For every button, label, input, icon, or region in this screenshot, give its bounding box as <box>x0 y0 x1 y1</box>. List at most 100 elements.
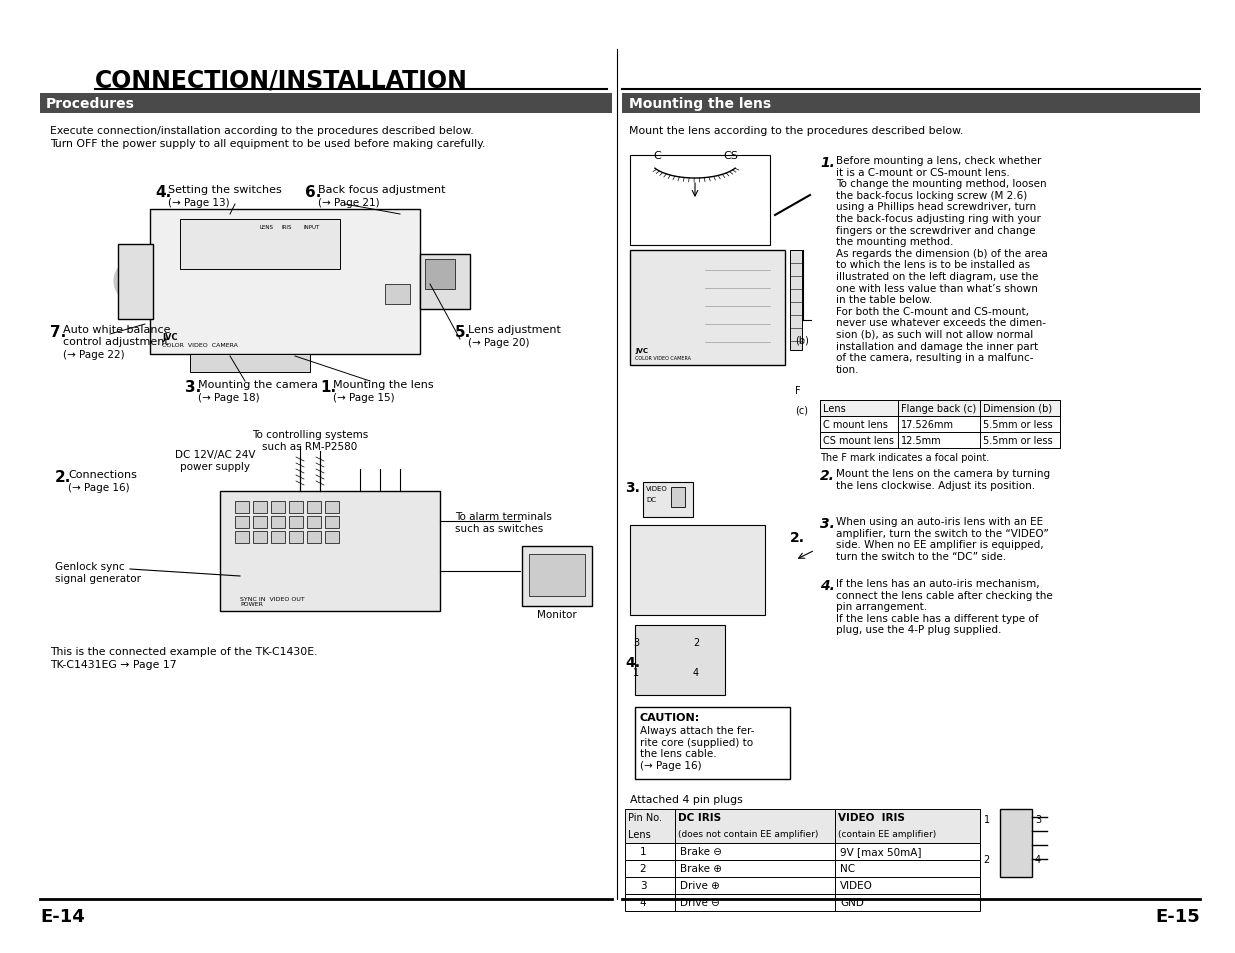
Bar <box>835 843 981 861</box>
Bar <box>253 532 267 543</box>
Bar <box>253 517 267 529</box>
Text: VIDEO: VIDEO <box>646 485 668 492</box>
Bar <box>385 285 410 305</box>
Bar <box>625 894 676 911</box>
Text: 2: 2 <box>640 863 646 873</box>
Text: 3.: 3. <box>820 517 835 531</box>
Bar <box>820 400 1060 416</box>
Text: 5.: 5. <box>454 325 472 339</box>
Bar <box>622 94 1200 113</box>
Text: NC: NC <box>840 863 855 873</box>
Text: (contain EE amplifier): (contain EE amplifier) <box>839 829 936 838</box>
Text: 2.: 2. <box>56 470 72 484</box>
Text: Turn OFF the power supply to all equipment to be used before making carefully.: Turn OFF the power supply to all equipme… <box>49 139 485 149</box>
Circle shape <box>638 548 682 593</box>
Bar <box>981 433 1060 449</box>
Text: Dimension (b): Dimension (b) <box>983 403 1052 414</box>
Text: To controlling systems
such as RM-P2580: To controlling systems such as RM-P2580 <box>252 430 368 451</box>
Text: POWER: POWER <box>240 601 263 606</box>
Text: If the lens has an auto-iris mechanism,
connect the lens cable after checking th: If the lens has an auto-iris mechanism, … <box>836 578 1052 635</box>
Text: IRIS: IRIS <box>282 225 293 230</box>
Text: Flange back (c): Flange back (c) <box>902 403 976 414</box>
Bar <box>149 210 420 355</box>
Text: Brake ⊖: Brake ⊖ <box>680 846 722 856</box>
Text: 17.526mm: 17.526mm <box>902 419 953 430</box>
Circle shape <box>655 639 666 651</box>
Text: The F mark indicates a focal point.: The F mark indicates a focal point. <box>820 453 989 462</box>
Text: 2: 2 <box>984 854 990 864</box>
Bar <box>253 501 267 514</box>
Bar <box>180 220 340 270</box>
Text: 5.5mm or less: 5.5mm or less <box>983 436 1052 446</box>
Text: 1.: 1. <box>320 379 336 395</box>
Bar <box>289 501 303 514</box>
Bar <box>325 532 338 543</box>
Text: (b): (b) <box>795 335 809 346</box>
Bar <box>635 625 725 696</box>
Text: (→ Page 15): (→ Page 15) <box>333 393 395 402</box>
Text: DC 12V/AC 24V
power supply: DC 12V/AC 24V power supply <box>174 450 256 471</box>
Bar <box>676 843 835 861</box>
Text: Genlock sync
signal generator: Genlock sync signal generator <box>56 561 141 583</box>
Text: (→ Page 21): (→ Page 21) <box>317 198 379 208</box>
Bar <box>898 433 981 449</box>
Text: Lens: Lens <box>629 829 651 840</box>
Circle shape <box>198 237 212 252</box>
Text: GND: GND <box>840 897 863 907</box>
Text: 2.: 2. <box>820 469 835 482</box>
Bar <box>119 245 153 319</box>
Text: CS: CS <box>722 151 737 161</box>
Text: 3: 3 <box>1035 814 1041 824</box>
Text: Lens adjustment: Lens adjustment <box>468 325 561 335</box>
Text: Lens: Lens <box>823 403 846 414</box>
Text: F: F <box>795 386 800 395</box>
Circle shape <box>682 669 694 681</box>
Bar <box>325 501 338 514</box>
Text: Mount the lens on the camera by turning
the lens clockwise. Adjust its position.: Mount the lens on the camera by turning … <box>836 469 1050 490</box>
Text: C: C <box>653 151 661 161</box>
Text: 4.: 4. <box>625 656 640 669</box>
Text: Connections: Connections <box>68 470 137 479</box>
Bar <box>676 894 835 911</box>
Bar <box>220 492 440 612</box>
Text: (→ Page 22): (→ Page 22) <box>63 350 125 359</box>
Text: 1: 1 <box>640 846 646 856</box>
Bar <box>630 251 785 366</box>
Text: JVC: JVC <box>635 348 648 354</box>
Text: Always attach the fer-
rite core (supplied) to
the lens cable.
(→ Page 16): Always attach the fer- rite core (suppli… <box>640 725 755 770</box>
Bar <box>308 501 321 514</box>
Bar <box>625 809 676 843</box>
Bar <box>308 517 321 529</box>
Text: Procedures: Procedures <box>46 97 135 111</box>
Bar <box>190 355 310 373</box>
Bar <box>630 525 764 616</box>
Text: To alarm terminals
such as switches: To alarm terminals such as switches <box>454 512 552 533</box>
Bar <box>325 517 338 529</box>
Bar <box>529 555 585 597</box>
Text: 2.: 2. <box>790 531 805 544</box>
Bar <box>425 260 454 290</box>
Text: Mounting the lens: Mounting the lens <box>629 97 771 111</box>
Text: Before mounting a lens, check whether
it is a C-mount or CS-mount lens.
To chang: Before mounting a lens, check whether it… <box>836 156 1047 375</box>
Text: Back focus adjustment: Back focus adjustment <box>317 185 446 194</box>
Text: E-14: E-14 <box>40 907 85 925</box>
Text: 4: 4 <box>693 667 699 678</box>
Circle shape <box>298 564 322 588</box>
Bar <box>625 877 676 894</box>
Bar <box>671 488 685 507</box>
Bar <box>835 809 981 843</box>
Text: DC: DC <box>646 497 656 502</box>
Text: 4: 4 <box>640 897 646 907</box>
Text: 4.: 4. <box>820 578 835 593</box>
Bar <box>676 861 835 877</box>
Bar <box>981 416 1060 433</box>
Text: CAUTION:: CAUTION: <box>640 712 700 722</box>
Text: (does not contain EE amplifier): (does not contain EE amplifier) <box>678 829 819 838</box>
Bar <box>676 877 835 894</box>
Bar <box>835 861 981 877</box>
Bar <box>235 532 249 543</box>
Text: LENS: LENS <box>261 225 274 230</box>
Text: When using an auto-iris lens with an EE
amplifier, turn the switch to the “VIDEO: When using an auto-iris lens with an EE … <box>836 517 1049 561</box>
Text: (→ Page 18): (→ Page 18) <box>198 393 259 402</box>
Bar <box>676 809 835 843</box>
